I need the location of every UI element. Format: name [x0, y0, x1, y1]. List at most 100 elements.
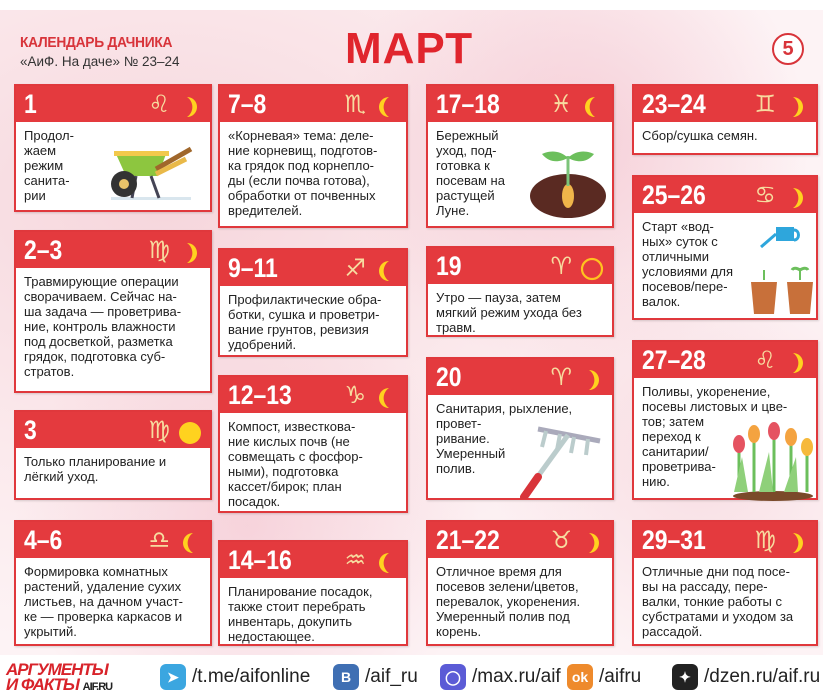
zodiac-virgo-icon: ♍︎: [148, 416, 170, 444]
moon-waning-icon: [374, 383, 398, 408]
card-header: 19 ♈︎: [428, 248, 612, 284]
zodiac-leo-icon: ♌︎: [148, 90, 170, 118]
calendar-card-2-3: 2–3 ♍︎ Травмирующие операции сворачиваем. …: [14, 230, 212, 393]
moon-waxing-icon: [178, 92, 202, 117]
calendar-card-17-18: 17–18 ♓︎ Бережный уход, под- готовка к пос…: [426, 84, 614, 228]
social-link-label: /max.ru/aif: [472, 666, 561, 687]
moon-waning-icon: [178, 528, 202, 553]
watering-can-pots-icon: [746, 222, 818, 317]
social-link-dzen[interactable]: ✦ /dzen.ru/aif.ru: [672, 664, 820, 690]
tulips-icon: [729, 422, 817, 502]
card-header: 23–24 ♊︎: [634, 86, 816, 122]
calendar-card-7-8: 7–8 ♏︎ «Корневая» тема: деле- ние корневищ…: [218, 84, 408, 228]
zodiac-aries-icon: ♈︎: [550, 363, 572, 391]
social-link-max[interactable]: ◯ /max.ru/aif: [440, 664, 561, 690]
issue-source: «АиФ. На даче» № 23–24: [20, 54, 180, 69]
wheelbarrow-icon: [96, 134, 196, 204]
calendar-card-19: 19 ♈︎ Утро — пауза, затем мягкий режим ухо…: [426, 246, 614, 337]
calendar-card-4-6: 4–6 ♎︎ Формировка комнатных растений, удал…: [14, 520, 212, 646]
card-text: Продол- жаем режим санита- рии: [24, 128, 74, 203]
zodiac-virgo-icon: ♍︎: [754, 526, 776, 554]
social-link-odnoklassniki[interactable]: ok/aifru: [567, 664, 641, 690]
moon-waning-icon: [374, 92, 398, 117]
sprout-icon: [528, 136, 608, 221]
card-text: Старт «вод- ных» суток с отличными услов…: [642, 219, 734, 309]
card-days: 17–18: [436, 89, 500, 119]
card-header: 4–6 ♎︎: [16, 522, 210, 558]
card-text: Формировка комнатных растений, удаление …: [24, 564, 184, 639]
card-header: 27–28 ♌︎: [634, 342, 816, 378]
card-days: 9–11: [228, 253, 278, 283]
card-header: 20 ♈︎: [428, 359, 612, 395]
month-title: МАРТ: [345, 24, 474, 73]
zodiac-libra-icon: ♎︎: [148, 526, 170, 554]
moon-waning-icon: [374, 256, 398, 281]
social-link-telegram[interactable]: ➤ /t.me/aifonline: [160, 664, 310, 690]
calendar-card-20: 20 ♈︎ Санитария, рыхление, провет- ривание…: [426, 357, 614, 501]
card-text: Утро — пауза, затем мягкий режим ухода б…: [436, 290, 582, 335]
card-header: 12–13 ♑︎: [220, 377, 406, 413]
page-number-badge: 5: [772, 33, 804, 65]
card-header: 7–8 ♏︎: [220, 86, 406, 122]
moon-full-icon: [178, 418, 202, 444]
moon-waning-icon: [580, 92, 604, 117]
card-days: 3: [24, 415, 37, 445]
card-text: «Корневая» тема: деле- ние корневищ, под…: [228, 128, 378, 218]
card-header: 25–26 ♋︎: [634, 177, 816, 213]
card-text: Бережный уход, под- готовка к посевам на…: [436, 128, 505, 218]
calendar-card-1: 1 ♌︎ Продол- жаем режим санита- рии: [14, 84, 212, 212]
calendar-card-12-13: 12–13 ♑︎ Компост, известкова- ние кислых п…: [218, 375, 408, 513]
calendar-card-14-16: 14–16 ♒︎ Планирование посадок, также стоит…: [218, 540, 408, 646]
card-days: 2–3: [24, 235, 63, 265]
moon-waxing-icon: [178, 238, 202, 263]
zodiac-virgo-icon: ♍︎: [148, 236, 170, 264]
zodiac-scorpio-icon: ♏︎: [344, 90, 366, 118]
calendar-card-9-11: 9–11 ♐︎ Профилактические обра- ботки, сушк…: [218, 248, 408, 357]
odnoklassniki-icon: ok: [567, 664, 593, 690]
zodiac-leo-icon: ♌︎: [754, 346, 776, 374]
social-link-label: /aifru: [599, 666, 642, 687]
moon-waxing-icon: [580, 365, 604, 390]
card-days: 1: [24, 89, 37, 119]
calendar-card-23-24: 23–24 ♊︎ Сбор/сушка семян.: [632, 84, 818, 155]
moon-waxing-icon: [784, 528, 808, 553]
calendar-card-29-31: 29–31 ♍︎ Отличные дни под посе- вы на расс…: [632, 520, 818, 646]
card-text: Сбор/сушка семян.: [642, 128, 758, 143]
card-text: Поливы, укоренение, посевы листовых и цв…: [642, 384, 788, 489]
telegram-icon: ➤: [160, 664, 186, 690]
card-text: Профилактические обра- ботки, сушка и пр…: [228, 292, 382, 352]
card-header: 14–16 ♒︎: [220, 542, 406, 578]
card-days: 25–26: [642, 180, 706, 210]
zodiac-capricorn-icon: ♑︎: [344, 381, 366, 409]
card-days: 29–31: [642, 525, 706, 555]
card-text: Планирование посадок, также стоит перебр…: [228, 584, 373, 644]
card-text: Отличные дни под посе- вы на рассаду, пе…: [642, 564, 794, 639]
card-days: 21–22: [436, 525, 500, 555]
card-header: 3 ♍︎: [16, 412, 210, 448]
card-text: Отличное время для посевов зелени/цветов…: [436, 564, 581, 639]
card-text: Санитария, рыхление, провет- ривание. Ум…: [436, 401, 573, 476]
card-days: 20: [436, 362, 462, 392]
aif-logo[interactable]: АРГУМЕНТЫ И ФАКТЫ AIF.RU: [6, 660, 113, 694]
zodiac-pisces-icon: ♓︎: [550, 90, 572, 118]
card-header: 2–3 ♍︎: [16, 232, 210, 268]
zodiac-taurus-icon: ♉︎: [550, 526, 572, 554]
zodiac-sagittarius-icon: ♐︎: [344, 254, 366, 282]
card-header: 1 ♌︎: [16, 86, 210, 122]
calendar-card-27-28: 27–28 ♌︎ Поливы, укоренение, посевы листов…: [632, 340, 818, 502]
social-link-label: /t.me/aifonline: [192, 666, 311, 687]
zodiac-gemini-icon: ♊︎: [754, 90, 776, 118]
card-days: 12–13: [228, 380, 292, 410]
social-link-label: /aif_ru: [365, 666, 418, 687]
max-icon: ◯: [440, 664, 466, 690]
moon-waxing-icon: [784, 348, 808, 373]
card-text: Компост, известкова- ние кислых почв (не…: [228, 419, 363, 509]
calendar-card-25-26: 25–26 ♋︎ Старт «вод- ных» суток с отличным…: [632, 175, 818, 320]
card-header: 21–22 ♉︎: [428, 522, 612, 558]
social-link-vk[interactable]: B/aif_ru: [333, 664, 418, 690]
card-text: Только планирование и лёгкий уход.: [24, 454, 167, 484]
card-days: 19: [436, 251, 462, 281]
moon-waxing-icon: [580, 528, 604, 553]
moon-waxing-icon: [784, 183, 808, 208]
social-link-label: /dzen.ru/aif.ru: [704, 666, 821, 687]
